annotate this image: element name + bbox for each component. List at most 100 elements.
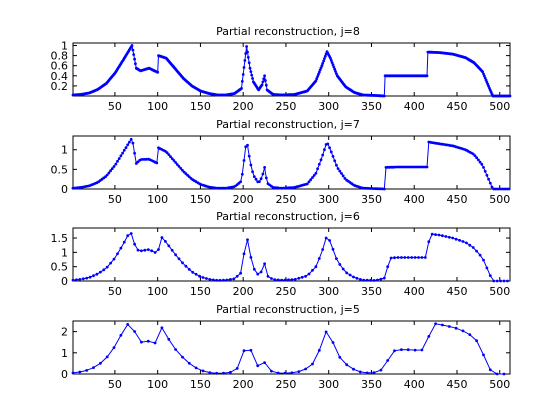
- data-point: [495, 279, 499, 283]
- x-tick-label: 150: [190, 193, 211, 206]
- data-point: [99, 361, 102, 365]
- subplot-title: Partial reconstruction, j=8: [216, 25, 360, 38]
- data-point: [352, 275, 355, 279]
- x-tick-label: 200: [233, 100, 254, 113]
- data-point: [403, 256, 407, 259]
- data-point: [396, 256, 400, 259]
- data-point: [160, 326, 164, 330]
- data-point: [333, 159, 337, 163]
- data-point: [338, 355, 342, 359]
- data-point: [317, 70, 321, 74]
- x-tick-label: 500: [489, 100, 510, 113]
- data-point: [319, 158, 323, 162]
- data-point: [283, 278, 287, 282]
- data-point: [124, 146, 128, 150]
- y-tick-label: 2: [61, 326, 68, 339]
- data-point: [333, 67, 337, 71]
- data-point: [112, 257, 116, 261]
- data-point: [172, 159, 176, 162]
- data-point: [150, 249, 154, 253]
- data-point: [105, 265, 109, 269]
- data-point: [85, 369, 89, 372]
- data-point: [140, 249, 143, 253]
- data-point: [280, 278, 284, 282]
- data-point: [174, 348, 178, 351]
- data-point: [146, 248, 150, 252]
- data-point: [343, 177, 347, 180]
- data-point: [338, 169, 342, 173]
- data-point: [191, 270, 195, 274]
- data-point: [165, 151, 169, 155]
- data-point: [420, 348, 424, 352]
- data-point: [136, 248, 140, 252]
- data-point: [499, 279, 502, 283]
- data-point: [311, 362, 314, 366]
- data-point: [300, 275, 304, 279]
- data-point: [376, 278, 379, 282]
- x-tick-label: 450: [446, 378, 467, 391]
- data-point: [177, 257, 181, 261]
- x-tick-label: 300: [318, 193, 339, 206]
- data-point: [215, 371, 219, 375]
- data-point: [92, 366, 95, 369]
- data-point: [393, 256, 396, 260]
- data-point: [235, 274, 239, 278]
- data-point: [420, 256, 424, 259]
- data-point: [258, 180, 261, 184]
- data-point: [175, 163, 179, 166]
- data-point: [328, 146, 331, 150]
- x-tick-label: 50: [108, 285, 122, 298]
- data-point: [316, 75, 319, 78]
- data-point: [109, 261, 112, 265]
- data-point: [379, 277, 383, 281]
- data-point: [205, 277, 208, 280]
- data-point: [169, 155, 172, 159]
- data-point: [177, 165, 181, 168]
- data-point: [266, 275, 270, 278]
- data-point: [273, 278, 277, 282]
- data-point: [348, 273, 352, 277]
- data-point: [314, 171, 318, 175]
- data-point: [484, 78, 488, 82]
- x-tick-label: 400: [404, 285, 425, 298]
- x-tick-label: 500: [489, 378, 510, 391]
- data-point: [413, 348, 417, 352]
- data-point: [352, 367, 355, 371]
- data-point: [261, 80, 265, 84]
- subplot-j7: Partial reconstruction, j=7 50 100 150 200 2…: [51, 118, 511, 206]
- subplot-title: Partial reconstruction, j=7: [216, 118, 360, 131]
- data-point: [341, 174, 345, 178]
- data-point: [329, 56, 332, 60]
- data-point: [167, 244, 171, 248]
- data-point: [119, 246, 123, 250]
- subplot-title: Partial reconstruction, j=6: [216, 210, 360, 223]
- data-point: [483, 76, 487, 80]
- x-tick-label: 500: [489, 285, 510, 298]
- data-point: [454, 237, 458, 241]
- data-point: [423, 256, 427, 259]
- data-point: [263, 166, 266, 169]
- x-tick-label: 50: [108, 193, 122, 206]
- data-point: [490, 185, 494, 189]
- data-point: [126, 143, 130, 147]
- data-point: [365, 278, 369, 282]
- data-point: [78, 370, 82, 374]
- data-point: [283, 371, 287, 375]
- data-point: [134, 62, 137, 66]
- data-point: [243, 59, 247, 62]
- data-point: [382, 187, 386, 191]
- y-tick-label: 1.5: [51, 232, 69, 245]
- data-point: [249, 256, 253, 259]
- data-point: [194, 366, 198, 370]
- data-point: [104, 175, 107, 179]
- data-point: [112, 346, 116, 349]
- data-point: [88, 275, 92, 279]
- data-point: [340, 172, 343, 175]
- data-point: [430, 232, 434, 236]
- data-point: [393, 349, 396, 353]
- data-point: [270, 277, 273, 280]
- data-point: [427, 240, 431, 244]
- data-point: [331, 63, 335, 67]
- data-point: [250, 73, 254, 77]
